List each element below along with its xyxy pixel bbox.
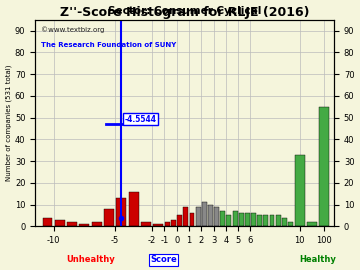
- Text: Score: Score: [150, 255, 177, 264]
- Bar: [171, 220, 176, 226]
- Bar: [264, 215, 268, 226]
- Bar: [55, 220, 65, 226]
- Bar: [183, 207, 188, 226]
- Bar: [251, 213, 256, 226]
- Bar: [104, 209, 114, 226]
- Bar: [257, 215, 262, 226]
- Bar: [196, 207, 201, 226]
- Bar: [214, 207, 219, 226]
- Bar: [208, 205, 213, 226]
- Bar: [319, 107, 329, 226]
- Bar: [177, 215, 182, 226]
- Bar: [245, 213, 250, 226]
- Text: -4.5544: -4.5544: [124, 115, 156, 124]
- Bar: [295, 154, 305, 226]
- Title: Z''-Score Histogram for RLJE (2016): Z''-Score Histogram for RLJE (2016): [60, 6, 309, 19]
- Bar: [288, 222, 293, 226]
- Text: The Research Foundation of SUNY: The Research Foundation of SUNY: [41, 42, 176, 48]
- Bar: [42, 218, 53, 226]
- Bar: [270, 215, 274, 226]
- Bar: [129, 191, 139, 226]
- Bar: [116, 198, 126, 226]
- Bar: [92, 222, 102, 226]
- Bar: [190, 213, 194, 226]
- Bar: [220, 211, 225, 226]
- Bar: [80, 224, 89, 226]
- Bar: [276, 215, 280, 226]
- Text: ©www.textbiz.org: ©www.textbiz.org: [41, 26, 104, 33]
- Bar: [282, 218, 287, 226]
- Text: Unhealthy: Unhealthy: [66, 255, 115, 264]
- Bar: [165, 222, 170, 226]
- Bar: [67, 222, 77, 226]
- Bar: [153, 224, 163, 226]
- Bar: [307, 222, 317, 226]
- Y-axis label: Number of companies (531 total): Number of companies (531 total): [5, 65, 12, 181]
- Bar: [239, 213, 244, 226]
- Text: Healthy: Healthy: [300, 255, 337, 264]
- Bar: [226, 215, 231, 226]
- Bar: [233, 211, 238, 226]
- Text: Sector: Consumer Cyclical: Sector: Consumer Cyclical: [108, 6, 261, 16]
- Bar: [141, 222, 151, 226]
- Bar: [202, 202, 207, 226]
